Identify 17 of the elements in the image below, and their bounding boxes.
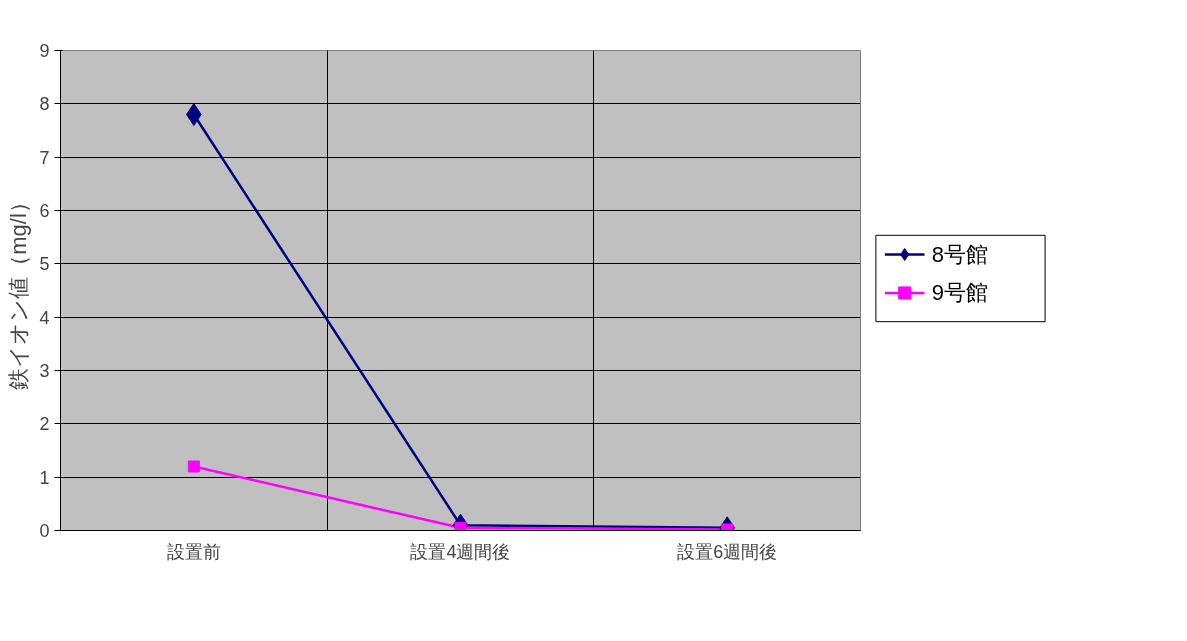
y-tick-label: 9 — [39, 41, 50, 61]
y-axis-title: 鉄イオン値（mg/l） — [6, 191, 32, 390]
x-tick-label: 設置4週間後 — [410, 541, 511, 562]
y-tick-label: 6 — [39, 201, 50, 221]
y-tick-label: 1 — [39, 467, 50, 488]
legend-label: 8号館 — [931, 242, 988, 267]
y-tick-label: 2 — [39, 414, 50, 435]
legend-label: 9号館 — [931, 280, 988, 306]
y-tick-label: 7 — [39, 147, 50, 168]
x-tick-label: 設置6週間後 — [677, 541, 778, 562]
y-tick-label: 0 — [39, 521, 50, 541]
x-tick-label: 設置前 — [166, 541, 221, 562]
y-tick-label: 3 — [39, 361, 50, 381]
y-tick-label: 8 — [39, 94, 50, 115]
y-tick-label: 5 — [39, 254, 50, 275]
point — [454, 521, 467, 531]
y-tick-label: 4 — [39, 307, 50, 328]
